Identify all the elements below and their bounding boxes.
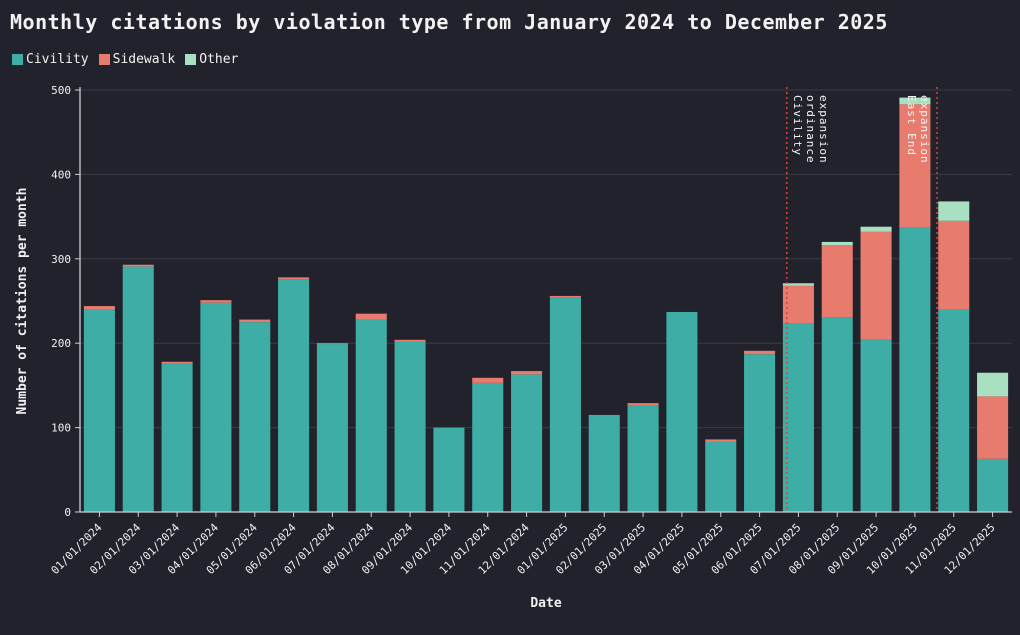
bar-segment-sidewalk <box>821 245 853 318</box>
annotation-text: East End <box>905 95 918 156</box>
bar-segment-sidewalk <box>705 439 737 442</box>
bar-segment-sidewalk <box>977 396 1009 459</box>
annotation-text: expansion <box>918 95 931 164</box>
bar-segment-sidewalk <box>200 300 232 303</box>
bar-segment-civility <box>161 363 193 512</box>
bar-segment-civility <box>860 339 892 512</box>
bar-segment-civility <box>472 382 504 512</box>
bar-segment-sidewalk <box>83 306 115 310</box>
bar-segment-sidewalk <box>744 350 776 355</box>
y-tick-label: 200 <box>51 337 71 350</box>
bar-segment-sidewalk <box>472 377 504 383</box>
bar-segment-sidewalk <box>782 285 814 324</box>
legend-label: Other <box>199 52 239 67</box>
bar-segment-civility <box>511 374 543 512</box>
bar-segment-civility <box>239 322 271 512</box>
legend-swatch-sidewalk <box>98 54 110 65</box>
legend-item-other: Other <box>185 52 238 67</box>
legend-item-sidewalk: Sidewalk <box>98 52 176 67</box>
annotation-text: expansion <box>817 95 830 164</box>
annotation-text: Civility <box>791 95 804 156</box>
bar-segment-civility <box>549 297 581 512</box>
bar-segment-sidewalk <box>511 371 543 375</box>
bar-segment-civility <box>938 309 970 512</box>
bar-segment-civility <box>821 317 853 512</box>
bar-segment-other <box>938 201 970 221</box>
bar-segment-civility <box>705 441 737 512</box>
y-tick-label: 300 <box>51 253 71 266</box>
bar-segment-civility <box>200 302 232 512</box>
bar-segment-sidewalk <box>316 343 348 345</box>
bar-segment-sidewalk <box>122 264 154 267</box>
legend-swatch-civility <box>12 54 23 65</box>
y-tick-label: 400 <box>51 168 71 181</box>
legend-label: Sidewalk <box>112 52 176 67</box>
legend: Civility Sidewalk Other <box>12 52 238 67</box>
y-tick-label: 500 <box>51 84 71 97</box>
bar-segment-civility <box>899 227 931 512</box>
x-axis-label: Date <box>530 596 561 611</box>
bar-segment-civility <box>278 279 310 512</box>
bar-segment-civility <box>122 266 154 512</box>
y-tick-label: 100 <box>51 422 71 435</box>
bar-segment-sidewalk <box>899 104 931 228</box>
bar-segment-civility <box>394 341 426 512</box>
bar-segment-sidewalk <box>860 231 892 340</box>
bar-segment-sidewalk <box>239 319 271 323</box>
bar-segment-sidewalk <box>161 361 193 364</box>
bar-segment-other <box>899 97 931 105</box>
bar-segment-civility <box>666 311 698 512</box>
bar-segment-civility <box>316 344 348 512</box>
bar-segment-other <box>821 241 853 246</box>
bar-segment-sidewalk <box>549 295 581 298</box>
bar-segment-civility <box>83 309 115 512</box>
bar-segment-civility <box>433 427 465 512</box>
y-tick-label: 0 <box>64 506 71 519</box>
bar-segment-civility <box>782 323 814 512</box>
chart-title: Monthly citations by violation type from… <box>10 10 888 34</box>
legend-item-civility: Civility <box>12 52 89 67</box>
legend-swatch-other <box>185 54 197 65</box>
bar-segment-sidewalk <box>627 403 659 406</box>
bar-segment-sidewalk <box>355 313 387 320</box>
bar-segment-other <box>782 283 814 286</box>
bar-segment-civility <box>355 319 387 512</box>
y-axis-label: Number of citations per month <box>15 188 30 415</box>
bar-segment-sidewalk <box>938 220 970 310</box>
bar-segment-other <box>977 372 1009 397</box>
bar-segment-sidewalk <box>394 339 426 342</box>
annotation-text: ordinance <box>804 95 817 164</box>
bar-segment-civility <box>627 405 659 512</box>
bar-segment-sidewalk <box>278 277 310 280</box>
bar-segment-civility <box>744 354 776 512</box>
bar-segment-other <box>860 226 892 232</box>
legend-label: Civility <box>26 52 89 67</box>
bar-segment-civility <box>588 414 620 512</box>
bar-segment-civility <box>977 458 1009 512</box>
